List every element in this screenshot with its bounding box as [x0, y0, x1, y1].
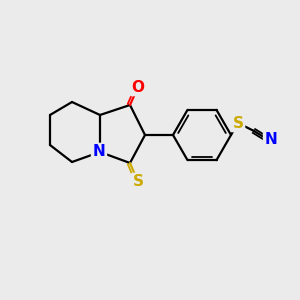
Text: S: S	[232, 116, 244, 130]
Text: N: N	[265, 131, 278, 146]
Text: N: N	[93, 145, 105, 160]
Text: O: O	[131, 80, 145, 94]
Text: S: S	[133, 175, 143, 190]
